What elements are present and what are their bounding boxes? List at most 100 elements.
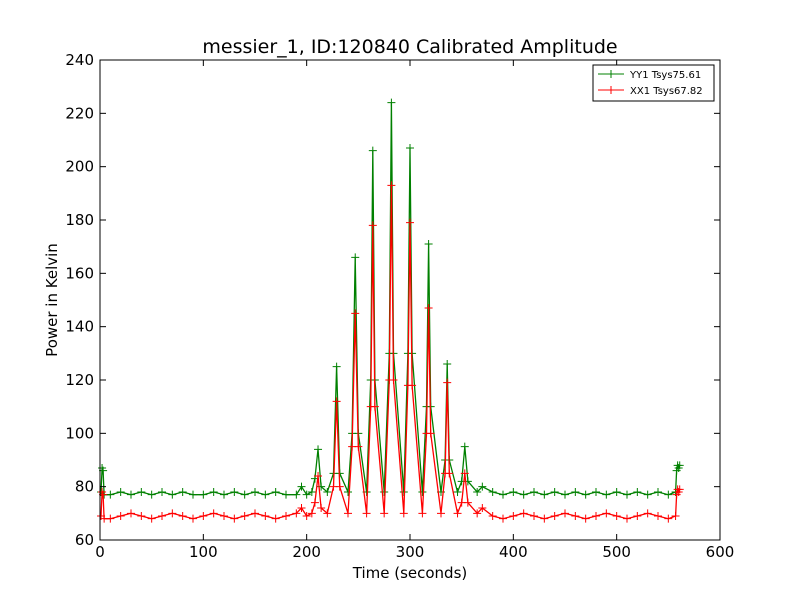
x-tick-label-5: 500	[602, 543, 631, 561]
series-0-point-39	[368, 146, 377, 155]
series-0-point-64	[499, 490, 507, 499]
ticks-layer: 0 100 200 300 400 500 600 60 80 100 120 140 160 180 20…	[65, 51, 734, 561]
legend-label-xx1: XX1 Tsys67.82	[630, 86, 703, 97]
series-0-point-13	[199, 490, 208, 499]
series-1-point-4	[106, 514, 115, 523]
y-axis-title: Power in Kelvin	[43, 243, 61, 357]
series-1-point-11	[178, 512, 187, 520]
series-1-point-68	[540, 514, 549, 523]
series-0-point-77	[633, 488, 642, 496]
y-tick-label-3: 120	[65, 371, 94, 389]
series-1-point-43	[387, 181, 396, 190]
series-1-point-56	[445, 469, 454, 478]
series-1-point-85	[675, 485, 684, 494]
series-1-point-78	[643, 509, 652, 518]
series-0-point-43	[387, 98, 396, 107]
series-1-point-27	[314, 472, 323, 480]
x-tick-label-6: 600	[706, 543, 735, 561]
series-1-point-55	[443, 378, 452, 387]
series-1-point-23	[297, 504, 306, 512]
series-0-point-51	[424, 240, 433, 248]
series-0-point-49	[418, 488, 427, 496]
series-0-point-66	[519, 490, 528, 499]
y-tick-label-8: 220	[65, 104, 94, 122]
series-1-point-14	[209, 509, 218, 518]
series-0-point-63	[488, 488, 497, 496]
series-1-point-61	[473, 509, 482, 518]
series-1-point-81	[671, 512, 680, 520]
y-tick-label-6: 180	[65, 211, 94, 229]
legend-box	[592, 64, 715, 102]
series-0-point-6	[127, 490, 135, 499]
series-1-point-77	[633, 512, 642, 520]
series-1-point-66	[519, 509, 528, 518]
y-tick-label-7: 200	[65, 158, 94, 176]
series-0-point-24	[302, 490, 311, 499]
x-tick-label-3: 300	[396, 543, 425, 561]
series-1-point-80	[664, 514, 673, 523]
series-1-point-26	[310, 498, 319, 507]
series-0-point-29	[323, 488, 332, 496]
series-1-point-71	[571, 512, 580, 520]
series-0-point-65	[509, 488, 518, 496]
series-1-point-62	[478, 504, 487, 512]
series-1-point-17	[240, 512, 249, 520]
series-0-point-79	[654, 488, 662, 496]
series-1-point-12	[189, 514, 197, 523]
series-1-point-65	[509, 512, 518, 520]
series-1-point-44	[389, 376, 398, 384]
series-0-point-74	[602, 490, 611, 499]
series-1-point-9	[158, 512, 166, 520]
series-0-point-12	[189, 490, 197, 499]
series-1-point-70	[561, 509, 569, 518]
series-0-point-5	[116, 488, 125, 496]
series-1-point-73	[592, 512, 600, 520]
series-0-point-14	[209, 488, 218, 496]
series-0-point-59	[460, 442, 469, 451]
series-1-point-6	[127, 509, 135, 518]
series-1-point-76	[623, 514, 631, 523]
series-1-point-10	[168, 509, 177, 518]
series-layer	[97, 98, 684, 523]
series-0-point-19	[261, 490, 270, 499]
series-1-point-57	[453, 509, 462, 518]
series-0-point-33	[344, 488, 352, 496]
series-1-point-41	[380, 509, 389, 518]
series-0-point-70	[561, 490, 569, 499]
series-0-point-7	[137, 488, 146, 496]
chart-title: messier_1, ID:120840 Calibrated Amplitud…	[202, 36, 617, 58]
series-0-point-61	[473, 488, 482, 496]
series-0-point-8	[147, 490, 156, 499]
y-tick-label-1: 80	[75, 478, 94, 496]
series-1-point-24	[302, 512, 311, 520]
series-1-point-79	[654, 512, 662, 520]
series-1-point-7	[137, 512, 146, 520]
series-0-point-78	[643, 490, 652, 499]
series-1-point-53	[437, 509, 445, 518]
series-0-point-22	[292, 490, 301, 499]
series-1-point-74	[602, 509, 611, 518]
series-1-point-52	[426, 429, 435, 438]
series-1-point-69	[550, 512, 559, 520]
series-1-point-51	[424, 304, 433, 312]
series-0-point-31	[332, 362, 341, 371]
series-1-point-47	[406, 218, 414, 227]
series-0-point-15	[220, 490, 228, 499]
series-1-point-29	[323, 509, 332, 518]
series-0-point-41	[380, 488, 389, 496]
series-0-point-10	[168, 490, 177, 499]
series-1-point-64	[499, 514, 507, 523]
legend-label-yy1: YY1 Tsys75.61	[629, 70, 701, 81]
series-1-point-60	[463, 498, 472, 507]
series-0-point-73	[592, 488, 600, 496]
series-1-point-75	[612, 512, 621, 520]
series-0-point-27	[314, 445, 323, 454]
series-0-point-57	[453, 488, 462, 496]
series-1-point-16	[230, 514, 239, 523]
series-1-point-40	[370, 402, 379, 411]
series-1-point-37	[362, 509, 371, 518]
series-1-point-32	[335, 482, 344, 491]
series-0-point-20	[271, 488, 280, 496]
y-tick-label-0: 60	[75, 531, 94, 549]
